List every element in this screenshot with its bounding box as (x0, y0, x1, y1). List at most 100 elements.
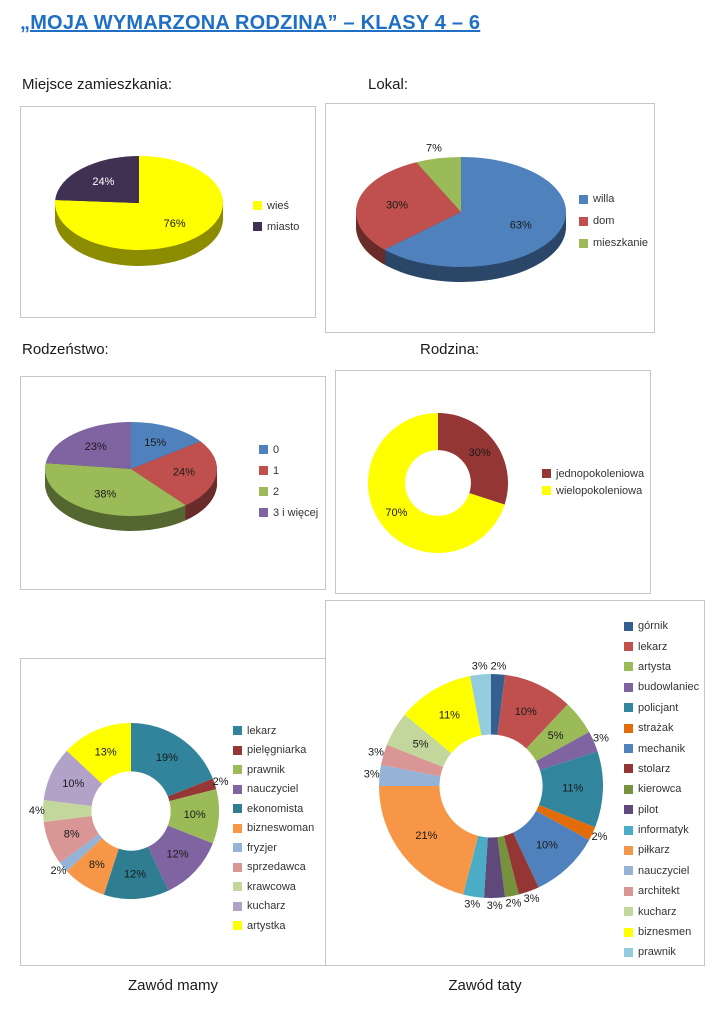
legend-item-informatyk: informatyk (624, 820, 699, 840)
legend-swatch (624, 927, 633, 937)
percent-label: 2% (491, 660, 507, 672)
donut-slice-pielęgniarka (167, 778, 217, 802)
legend-item-dom: dom (579, 210, 648, 232)
donut-slice-kierowca (497, 835, 519, 898)
dad-legend: górnik lekarz artysta budowlaniec policjant s… (624, 616, 699, 963)
percent-label: 3% (464, 898, 480, 910)
donut-slice-fryzjer (59, 834, 103, 872)
legend-swatch (624, 723, 633, 733)
legend-label: informatyk (638, 824, 689, 837)
percent-label: 3% (524, 893, 540, 905)
legend-label: 3 i więcej (273, 506, 319, 519)
percent-label: 11% (439, 710, 460, 722)
legend-item-piłkarz: piłkarz (624, 840, 699, 860)
legend-swatch (233, 843, 242, 853)
percent-label: 2% (506, 898, 522, 910)
pie-slice-1 (131, 441, 218, 506)
legend-label: górnik (638, 620, 668, 633)
legend-item-architekt: architekt (624, 881, 699, 901)
legend-item-lekarz: lekarz (233, 721, 314, 741)
legend-item-ekonomista: ekonomista (233, 799, 314, 819)
percent-label: 12% (166, 849, 188, 861)
pie-slice-3 i więcej (45, 422, 132, 469)
legend-swatch (259, 466, 268, 475)
legend-item-mechanik: mechanik (624, 738, 699, 758)
legend-swatch (259, 508, 268, 517)
legend-swatch (233, 921, 242, 931)
legend-label: mieszkanie (593, 237, 649, 249)
legend-swatch (624, 744, 633, 754)
siblings-legend: 0 1 2 3 i więcej (259, 439, 318, 523)
percent-label: 24% (92, 176, 114, 188)
legend-swatch (233, 823, 242, 833)
donut-slice-prawnik (167, 789, 220, 844)
percent-label: 30% (386, 200, 408, 212)
percent-label: 10% (536, 840, 558, 852)
legend-label: wielopokoleniowa (556, 484, 643, 497)
donut-slice-nauczyciel (147, 825, 213, 891)
legend-item-kierowca: kierowca (624, 779, 699, 799)
donut-slice-artystka (66, 723, 131, 784)
legend-swatch (624, 805, 633, 815)
legend-swatch (624, 866, 633, 876)
legend-label: bizneswoman (247, 822, 315, 835)
legend-item-stolarz: stolarz (624, 759, 699, 779)
family-chart: 30% 70% (368, 413, 508, 553)
legend-swatch (259, 445, 268, 454)
legend-item-fryzjer: fryzjer (233, 838, 314, 858)
legend-item-lekarz: lekarz (624, 636, 699, 656)
legend-label: ekonomista (247, 802, 304, 815)
legend-label: kierowca (638, 783, 682, 796)
legend-swatch (579, 194, 588, 204)
legend-item-sprzedawca: sprzedawca (233, 858, 314, 878)
legend-label: policjant (638, 701, 679, 714)
legend-label: stolarz (638, 762, 671, 775)
percent-label: 63% (510, 220, 532, 232)
chart-box-siblings: 15% 24% 38% 23% 0 1 2 3 i więcej (20, 376, 326, 590)
legend-swatch (624, 703, 633, 713)
legend-label: nauczyciel (638, 864, 690, 877)
legend-item-wieś: wieś (253, 195, 299, 216)
lokal-chart: 63% 30% 7% (356, 143, 566, 282)
legend-label: budowlaniec (638, 681, 700, 694)
donut-slice-krawcowa (43, 799, 92, 823)
mom-legend: lekarz pielęgniarka prawnik nauczyciel ekono… (233, 721, 314, 936)
legend-item-2: 2 (259, 481, 318, 502)
legend-item-mieszkanie: mieszkanie (579, 232, 648, 254)
legend-label: lekarz (247, 724, 277, 737)
percent-label: 19% (156, 752, 178, 764)
donut-slice-bizneswoman (66, 838, 119, 895)
legend-item-jednopokoleniowa: jednopokoleniowa (542, 465, 644, 482)
percent-label: 3% (472, 661, 488, 673)
legend-label: mechanik (638, 742, 686, 755)
legend-label: jednopokoleniowa (556, 467, 645, 480)
section-label-family: Rodzina: (420, 341, 480, 358)
legend-item-pilot: pilot (624, 800, 699, 820)
legend-label: pilot (638, 803, 659, 816)
legend-label: lekarz (638, 640, 668, 653)
percent-label: 21% (415, 830, 437, 842)
legend-label: biznesmen (638, 926, 692, 939)
legend-label: architekt (638, 885, 680, 898)
donut-slice-strażak (536, 804, 596, 840)
donut-slice-nauczyciel (379, 765, 441, 786)
siblings-chart: 15% 24% 38% 23% (44, 422, 218, 531)
legend-item-nauczyciel: nauczyciel (233, 780, 314, 800)
legend-item-prawnik: prawnik (624, 942, 699, 962)
percent-label: 3% (364, 769, 380, 781)
legend-label: strażak (638, 722, 674, 735)
percent-label: 2% (50, 865, 66, 877)
donut-slice-ekonomista (103, 846, 169, 899)
legend-item-budowlaniec: budowlaniec (624, 677, 699, 697)
residence-chart: 76% 24% (55, 156, 224, 266)
legend-label: willa (593, 193, 615, 205)
mom-chart: 19% 2% 10% 12% 12% 8% 2% 8% 4% 10% 13% (29, 723, 229, 899)
percent-label: 2% (591, 831, 607, 843)
legend-item-willa: willa (579, 188, 648, 210)
legend-label: piłkarz (638, 844, 670, 857)
donut-slice-informatyk (463, 835, 488, 898)
legend-item-miasto: miasto (253, 216, 299, 237)
legend-item-bizneswoman: bizneswoman (233, 819, 314, 839)
donut-slice-biznesmen (404, 675, 482, 754)
